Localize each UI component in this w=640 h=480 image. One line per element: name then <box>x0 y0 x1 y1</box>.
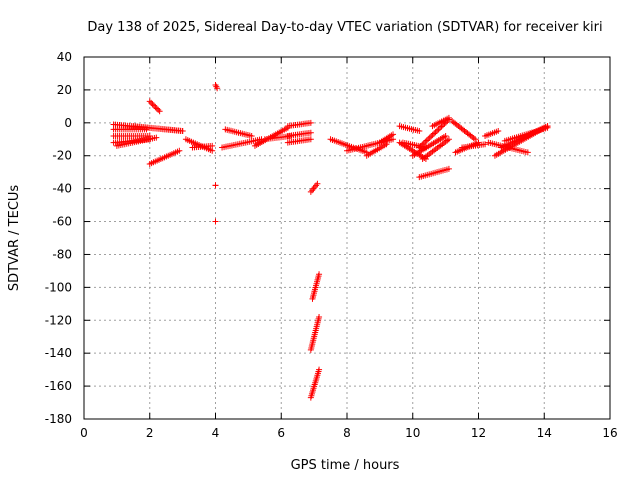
data-point <box>524 149 531 156</box>
data-point <box>316 313 323 320</box>
data-point <box>423 137 430 144</box>
data-point <box>420 140 427 147</box>
data-point <box>495 128 502 135</box>
y-tick-label: -80 <box>52 247 72 261</box>
y-tick-label: -140 <box>45 346 72 360</box>
chart-title: Day 138 of 2025, Sidereal Day-to-day VTE… <box>87 20 602 35</box>
axis-ticks: 0 2 4 6 8 10 12 14 16 40 20 0 -20 -40 -60 -80 -100 -120 -1… <box>45 50 618 440</box>
data-point <box>307 129 314 136</box>
data-point <box>435 126 442 133</box>
data-point <box>445 165 452 172</box>
y-tick-label: 40 <box>57 50 72 64</box>
data-points <box>110 81 551 401</box>
data-point <box>429 131 436 138</box>
x-tick-label: 12 <box>471 426 486 440</box>
data-point <box>212 182 219 189</box>
data-point <box>156 108 163 115</box>
x-tick-label: 14 <box>537 426 552 440</box>
data-point <box>307 119 314 126</box>
data-point <box>212 218 219 225</box>
data-point <box>153 105 160 112</box>
data-point <box>209 142 216 149</box>
x-tick-label: 2 <box>146 426 154 440</box>
data-point <box>426 134 433 141</box>
data-point <box>179 128 186 135</box>
x-axis-label: GPS time / hours <box>291 458 400 473</box>
x-tick-label: 4 <box>212 426 220 440</box>
data-point <box>417 143 424 150</box>
data-point <box>416 144 423 151</box>
x-tick-label: 10 <box>405 426 420 440</box>
grid <box>84 57 610 419</box>
y-tick-label: -100 <box>45 280 72 294</box>
data-point <box>428 133 435 140</box>
y-tick-label: -120 <box>45 313 72 327</box>
data-point <box>482 141 489 148</box>
data-point <box>148 99 155 106</box>
data-point <box>383 141 390 148</box>
data-point <box>307 136 314 143</box>
data-point <box>146 98 153 105</box>
y-tick-label: -60 <box>52 215 72 229</box>
data-point <box>416 128 423 135</box>
data-point <box>445 136 452 143</box>
data-point <box>442 132 449 139</box>
data-point <box>155 106 162 113</box>
data-point <box>314 180 321 187</box>
y-axis-label: SDTVAR / TECUs <box>7 185 22 292</box>
data-point <box>425 136 432 143</box>
data-point <box>445 114 452 121</box>
data-point <box>390 131 397 138</box>
data-point <box>437 124 444 131</box>
y-tick-label: -160 <box>45 379 72 393</box>
data-point <box>248 132 255 139</box>
data-point <box>153 134 160 141</box>
x-tick-label: 0 <box>80 426 88 440</box>
y-tick-label: 0 <box>64 116 72 130</box>
y-tick-label: -20 <box>52 149 72 163</box>
data-point <box>152 104 159 111</box>
y-tick-label: 20 <box>57 83 72 97</box>
x-tick-label: 6 <box>277 426 285 440</box>
data-point <box>149 101 156 108</box>
data-point <box>431 130 438 137</box>
data-point <box>422 138 429 145</box>
data-point <box>176 147 183 154</box>
y-tick-label: -180 <box>45 412 72 426</box>
x-tick-label: 8 <box>343 426 351 440</box>
x-tick-label: 16 <box>602 426 617 440</box>
data-point <box>316 366 323 373</box>
data-point <box>419 141 426 148</box>
data-point <box>150 102 157 109</box>
data-point <box>544 123 551 130</box>
data-point <box>316 271 323 278</box>
data-point <box>214 85 221 92</box>
data-point <box>432 129 439 136</box>
y-tick-label: -40 <box>52 182 72 196</box>
data-point <box>434 127 441 134</box>
